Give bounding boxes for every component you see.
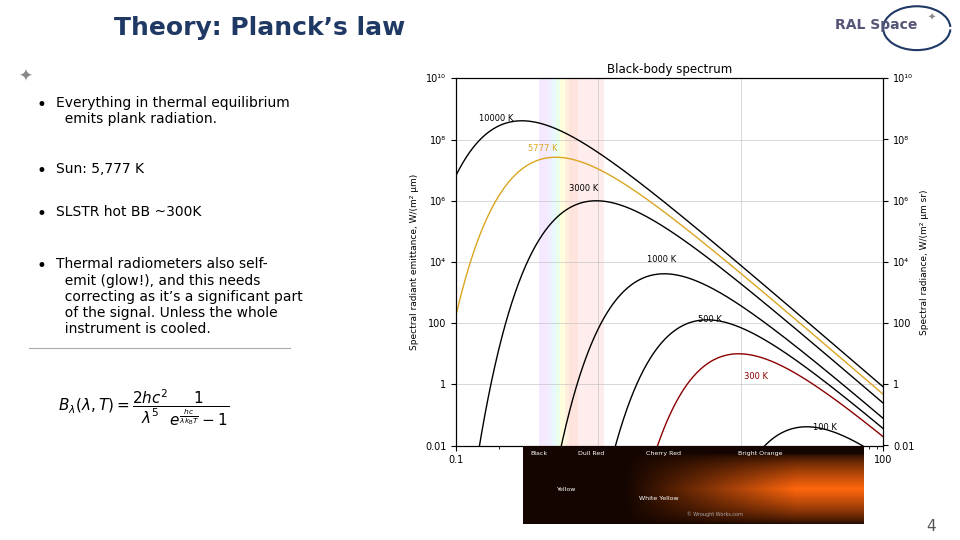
Bar (547, 78, 552, 446)
Text: Black: Black (530, 451, 547, 456)
Text: 500 K: 500 K (698, 315, 722, 324)
Text: 300 K: 300 K (744, 372, 768, 381)
Text: 1000 K: 1000 K (647, 255, 676, 264)
Y-axis label: Spectral radiance, W/(m² μm sr): Spectral radiance, W/(m² μm sr) (920, 189, 929, 335)
Text: 3000 K: 3000 K (569, 184, 598, 193)
Text: White Yellow: White Yellow (639, 496, 679, 501)
Text: Sun: 5,777 K: Sun: 5,777 K (56, 163, 144, 177)
Text: 100 K: 100 K (813, 423, 836, 431)
Text: SLSTR hot BB ~300K: SLSTR hot BB ~300K (56, 205, 201, 219)
Bar (569, 78, 578, 446)
Text: 4: 4 (926, 519, 936, 534)
Text: •: • (36, 258, 46, 275)
Text: Bright Orange: Bright Orange (738, 451, 782, 456)
Text: Thermal radiometers also self-
  emit (glow!), and this needs
  correcting as it: Thermal radiometers also self- emit (glo… (56, 258, 302, 336)
X-axis label: Wavelength, μm: Wavelength, μm (627, 471, 712, 481)
Bar (564, 78, 569, 446)
Text: © Wrought Works.com: © Wrought Works.com (686, 511, 743, 517)
Text: $B_{\lambda}(\lambda,T) = \dfrac{2hc^2}{\lambda^5} \dfrac{1}{e^{\frac{hc}{\lambd: $B_{\lambda}(\lambda,T) = \dfrac{2hc^2}{… (59, 388, 229, 428)
Text: Theory: Planck’s law: Theory: Planck’s law (113, 16, 405, 40)
Bar (556, 78, 561, 446)
Text: Dull Red: Dull Red (578, 451, 604, 456)
Text: •: • (36, 163, 46, 180)
Title: Black-body spectrum: Black-body spectrum (607, 63, 732, 76)
Text: •: • (36, 96, 46, 114)
Text: Yellow: Yellow (558, 487, 577, 492)
Y-axis label: Spectral radiant emittance, W/(m² μm): Spectral radiant emittance, W/(m² μm) (410, 174, 420, 350)
Bar (539, 78, 547, 446)
Text: 10000 K: 10000 K (479, 113, 514, 123)
Bar (552, 78, 556, 446)
Text: RAL Space: RAL Space (835, 18, 918, 32)
Bar (561, 78, 564, 446)
Text: •: • (36, 205, 46, 223)
Bar (578, 78, 604, 446)
Text: ✦: ✦ (927, 12, 935, 23)
Text: 5777 K: 5777 K (528, 144, 558, 153)
Text: ✦: ✦ (18, 68, 32, 86)
Text: Cherry Red: Cherry Red (646, 451, 681, 456)
Text: Everything in thermal equilibrium
  emits plank radiation.: Everything in thermal equilibrium emits … (56, 96, 289, 126)
